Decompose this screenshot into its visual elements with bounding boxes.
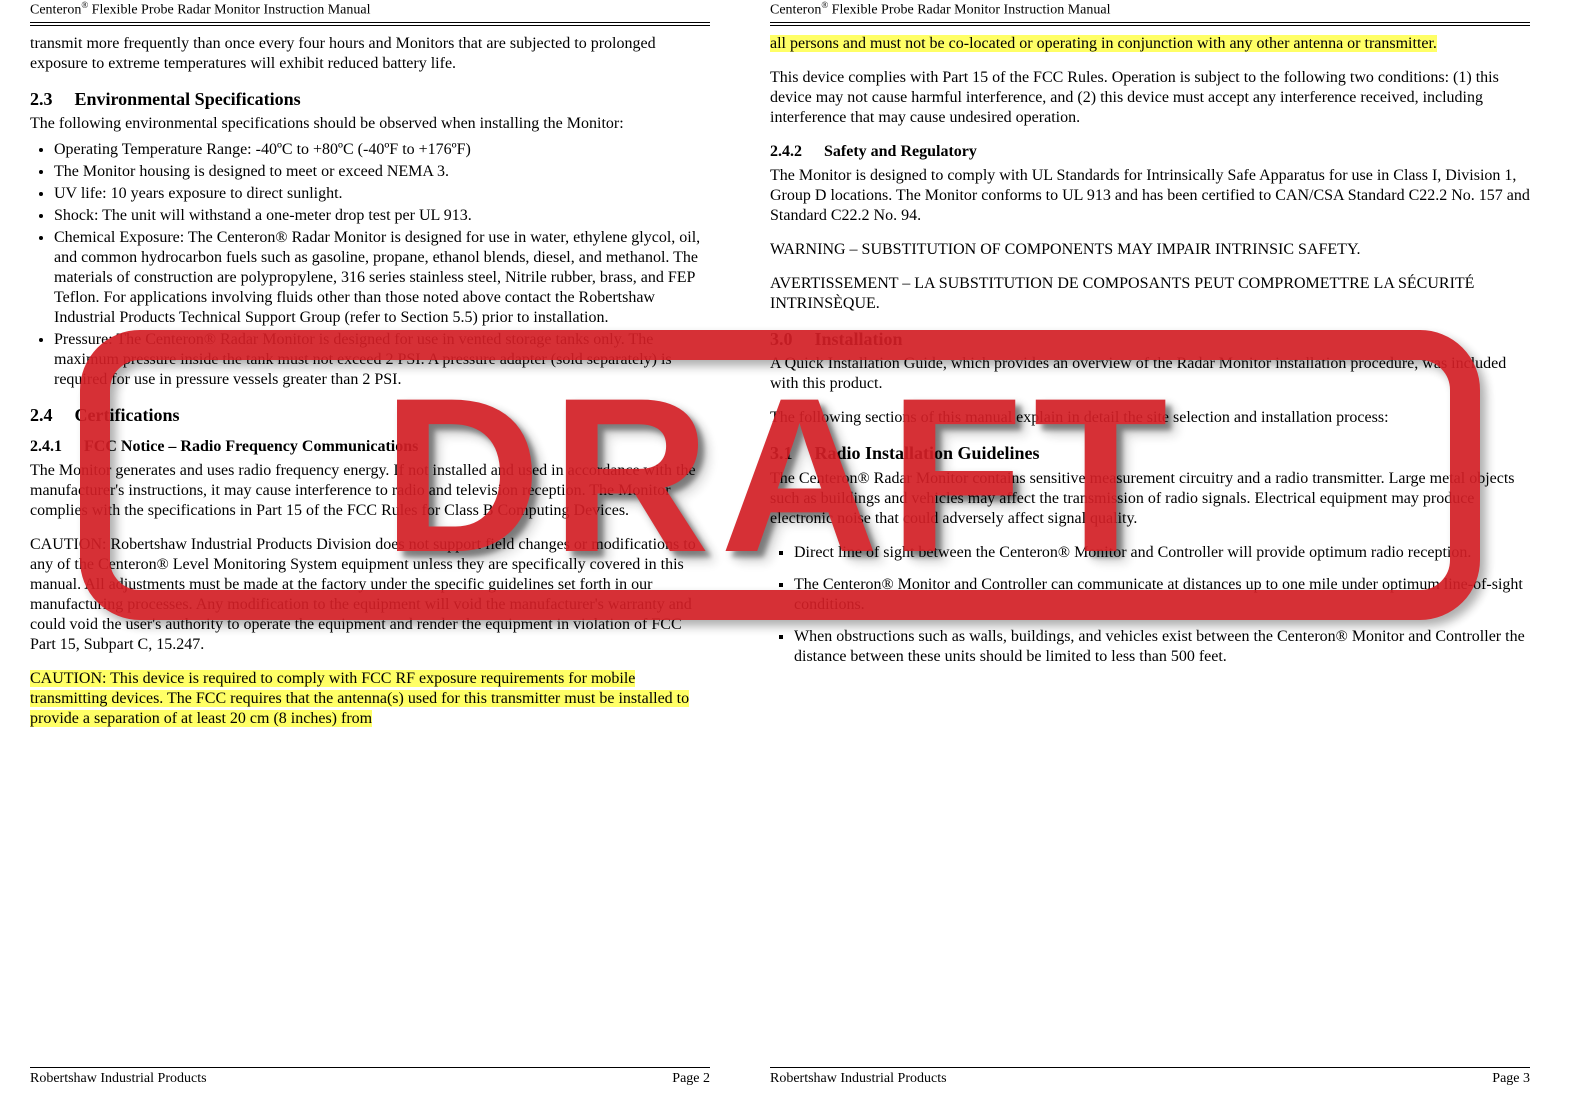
s23-intro: The following environmental specificatio… bbox=[30, 114, 710, 134]
heading-3-1: 3.1 Radio Installation Guidelines bbox=[770, 442, 1530, 465]
list-item: UV life: 10 years exposure to direct sun… bbox=[54, 184, 710, 204]
right-body: all persons and must not be co-located o… bbox=[770, 34, 1530, 667]
list-item: Operating Temperature Range: -40ºC to +8… bbox=[54, 140, 710, 160]
s242-p1: The Monitor is designed to comply with U… bbox=[770, 166, 1530, 226]
footer-page-num: Page 3 bbox=[1492, 1071, 1530, 1087]
s3-p1: A Quick Installation Guide, which provid… bbox=[770, 354, 1530, 394]
heading-2-4-1: 2.4.1 FCC Notice – Radio Frequency Commu… bbox=[30, 437, 710, 457]
heading-num: 2.3 bbox=[30, 88, 70, 111]
heading-title: Certifications bbox=[75, 405, 180, 425]
list-item: Pressure: The Centeron® Radar Monitor is… bbox=[54, 330, 710, 390]
highlighted-text: all persons and must not be co-located o… bbox=[770, 35, 1437, 52]
list-item: Direct line of sight between the Centero… bbox=[794, 543, 1530, 563]
heading-2-4: 2.4 Certifications bbox=[30, 404, 710, 427]
heading-num: 2.4.2 bbox=[770, 142, 820, 162]
footer-company: Robertshaw Industrial Products bbox=[770, 1071, 947, 1087]
s241-p2: CAUTION: Robertshaw Industrial Products … bbox=[30, 535, 710, 655]
s242-p3: AVERTISSEMENT – LA SUBSTITUTION DE COMPO… bbox=[770, 274, 1530, 314]
heading-2-4-2: 2.4.2 Safety and Regulatory bbox=[770, 142, 1530, 162]
heading-num: 2.4.1 bbox=[30, 437, 80, 457]
fcc-para: This device complies with Part 15 of the… bbox=[770, 68, 1530, 128]
heading-title: FCC Notice – Radio Frequency Communicati… bbox=[84, 438, 418, 455]
heading-title: Safety and Regulatory bbox=[824, 143, 977, 160]
left-body: transmit more frequently than once every… bbox=[30, 34, 710, 729]
hl-continuation: all persons and must not be co-located o… bbox=[770, 34, 1530, 54]
list-item: Chemical Exposure: The Centeron® Radar M… bbox=[54, 228, 710, 328]
page-header: Centeron® Flexible Probe Radar Monitor I… bbox=[770, 0, 1530, 26]
radio-guidelines-list: Direct line of sight between the Centero… bbox=[770, 543, 1530, 667]
highlighted-text: CAUTION: This device is required to comp… bbox=[30, 670, 689, 727]
header-brand: Centeron bbox=[30, 3, 81, 18]
left-intro: transmit more frequently than once every… bbox=[30, 34, 710, 74]
heading-3-0: 3.0 Installation bbox=[770, 328, 1530, 351]
footer-page-num: Page 2 bbox=[672, 1071, 710, 1087]
s242-p2: WARNING – SUBSTITUTION OF COMPONENTS MAY… bbox=[770, 240, 1530, 260]
header-brand: Centeron bbox=[770, 3, 821, 18]
header-rest: Flexible Probe Radar Monitor Instruction… bbox=[828, 3, 1110, 18]
s31-p1: The Centeron® Radar Monitor contains sen… bbox=[770, 469, 1530, 529]
header-rest: Flexible Probe Radar Monitor Instruction… bbox=[88, 3, 370, 18]
heading-num: 2.4 bbox=[30, 404, 70, 427]
heading-title: Radio Installation Guidelines bbox=[815, 443, 1040, 463]
heading-num: 3.0 bbox=[770, 328, 810, 351]
heading-num: 3.1 bbox=[770, 442, 810, 465]
page-header: Centeron® Flexible Probe Radar Monitor I… bbox=[30, 0, 710, 26]
heading-2-3: 2.3 Environmental Specifications bbox=[30, 88, 710, 111]
page-footer: Robertshaw Industrial Products Page 3 bbox=[770, 1067, 1530, 1087]
heading-title: Installation bbox=[815, 329, 903, 349]
list-item: The Centeron® Monitor and Controller can… bbox=[794, 575, 1530, 615]
s241-p1: The Monitor generates and uses radio fre… bbox=[30, 461, 710, 521]
page-left: Centeron® Flexible Probe Radar Monitor I… bbox=[0, 0, 740, 1107]
env-spec-list: Operating Temperature Range: -40ºC to +8… bbox=[30, 140, 710, 390]
s241-highlight: CAUTION: This device is required to comp… bbox=[30, 669, 710, 729]
list-item: When obstructions such as walls, buildin… bbox=[794, 627, 1530, 667]
heading-title: Environmental Specifications bbox=[75, 89, 301, 109]
list-item: Shock: The unit will withstand a one-met… bbox=[54, 206, 710, 226]
page-footer: Robertshaw Industrial Products Page 2 bbox=[30, 1067, 710, 1087]
s3-p2: The following sections of this manual ex… bbox=[770, 408, 1530, 428]
page-right: Centeron® Flexible Probe Radar Monitor I… bbox=[740, 0, 1560, 1107]
footer-company: Robertshaw Industrial Products bbox=[30, 1071, 207, 1087]
list-item: The Monitor housing is designed to meet … bbox=[54, 162, 710, 182]
